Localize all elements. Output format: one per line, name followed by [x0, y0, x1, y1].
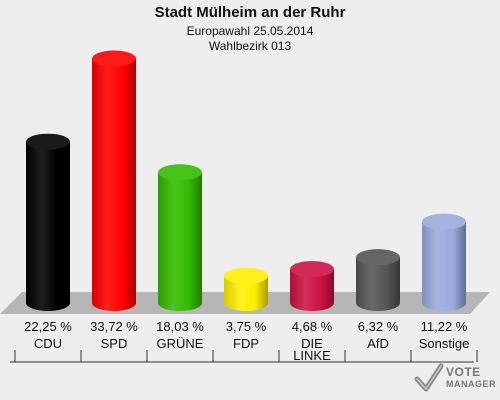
bar-grüne: [158, 164, 202, 311]
value-label: 11,22 %: [421, 319, 468, 334]
value-label: 18,03 %: [156, 319, 204, 334]
checkmark-icon: [414, 363, 444, 392]
bar-top: [422, 213, 466, 230]
category-label: DIE: [301, 336, 323, 351]
district-label: Wahlbezirk 013: [208, 39, 292, 53]
value-label: 33,72 %: [90, 319, 138, 334]
bar-spd: [92, 50, 136, 311]
bar-body: [290, 269, 334, 311]
value-label: 22,25 %: [24, 319, 72, 334]
bar-body: [422, 221, 466, 311]
bar-cdu: [26, 133, 70, 311]
bar-top: [92, 50, 136, 67]
chart-title: Stadt Mülheim an der Ruhr: [154, 4, 346, 21]
category-label: FDP: [233, 336, 259, 351]
bar-body: [92, 58, 136, 311]
bar-body: [356, 257, 400, 311]
bar-sonstige: [422, 213, 466, 311]
bar-afd: [356, 249, 400, 311]
value-label: 3,75 %: [226, 319, 267, 334]
value-label: 6,32 %: [358, 319, 399, 334]
bar-fdp: [224, 267, 268, 311]
value-label: 4,68 %: [292, 319, 333, 334]
bar-top: [290, 261, 334, 278]
category-label: CDU: [34, 336, 62, 351]
bar-body: [158, 172, 202, 311]
bar-top: [26, 133, 70, 150]
vote-manager-logo: VOTE MANAGER: [414, 362, 496, 396]
logo-text-manager: MANAGER: [446, 379, 496, 389]
category-label: AfD: [367, 336, 389, 351]
chart-subtitle: Europawahl 25.05.2014: [186, 24, 314, 38]
category-label: SPD: [101, 336, 128, 351]
bar-body: [224, 275, 268, 311]
category-label: LINKE: [293, 348, 331, 363]
logo-text-vote: VOTE: [446, 365, 481, 379]
labels-layer: 22,25 % CDU 33,72 % SPD 18,03 % GRÜNE 3,75 % FD…: [14, 319, 478, 363]
bar-body: [26, 141, 70, 311]
category-label: GRÜNE: [157, 336, 204, 351]
category-label: Sonstige: [419, 336, 470, 351]
bar-top: [356, 249, 400, 266]
bar-top: [224, 267, 268, 284]
bar-top: [158, 164, 202, 181]
bars-layer: [26, 50, 466, 311]
bar-die-linke: [290, 261, 334, 311]
